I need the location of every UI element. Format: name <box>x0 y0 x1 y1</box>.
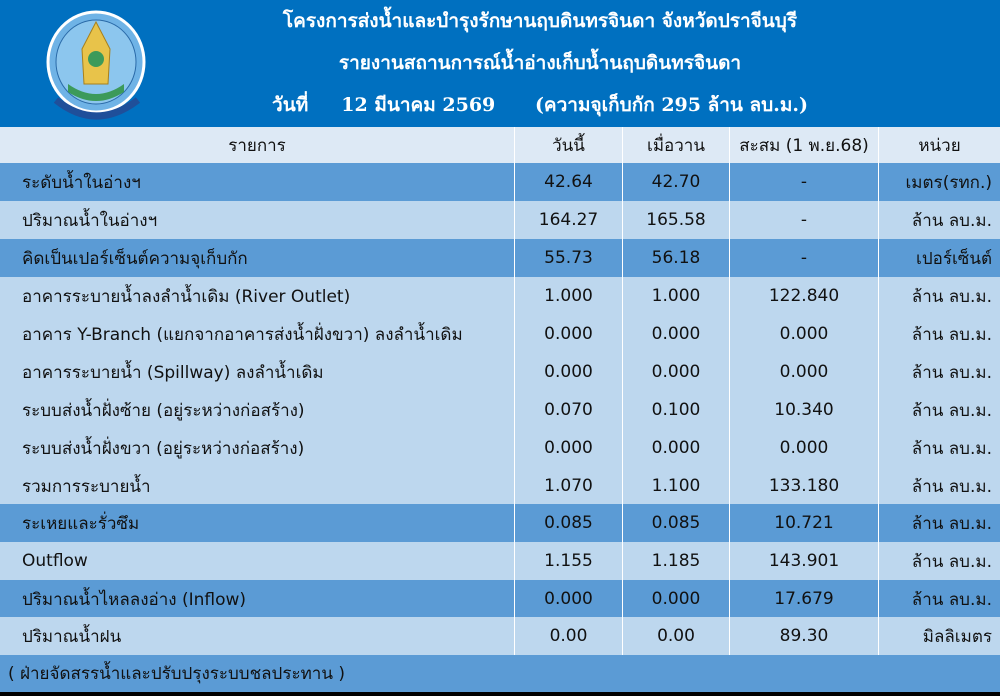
cell-unit: ล้าน ลบ.ม. <box>878 391 1000 429</box>
cell-item: ปริมาณน้ำในอ่างฯ <box>22 210 158 231</box>
table-row: ระเหยและรั่วซึม 0.085 0.085 10.721 ล้าน ลบ.ม… <box>0 504 1000 542</box>
cell-today: 0.00 <box>514 617 622 655</box>
cell-cumulative: 143.901 <box>729 542 878 580</box>
cell-today: 1.000 <box>514 277 622 315</box>
table-row: อาคารระบายน้ำ (Spillway) ลงลำน้ำเดิม 0.00… <box>0 353 1000 391</box>
cell-today: 1.155 <box>514 542 622 580</box>
cell-yesterday: 0.085 <box>622 504 729 542</box>
cell-today: 0.000 <box>514 580 622 618</box>
cell-cumulative: - <box>729 201 878 239</box>
cell-cumulative: 17.679 <box>729 580 878 618</box>
cell-cumulative: - <box>729 239 878 277</box>
cell-item: ระบบส่งน้ำฝั่งซ้าย (อยู่ระหว่างก่อสร้าง) <box>22 400 305 421</box>
col-unit: หน่วย <box>878 127 1000 163</box>
cell-unit: ล้าน ลบ.ม. <box>878 353 1000 391</box>
cell-yesterday: 1.185 <box>622 542 729 580</box>
table-row: อาคารระบายน้ำลงลำน้ำเดิม (River Outlet) 1… <box>0 277 1000 315</box>
cell-cumulative: 0.000 <box>729 429 878 467</box>
cell-yesterday: 0.000 <box>622 315 729 353</box>
cell-item: ระเหยและรั่วซึม <box>22 513 140 534</box>
cell-today: 0.000 <box>514 315 622 353</box>
table-row: คิดเป็นเปอร์เซ็นต์ความจุเก็บกัก 55.73 56.1… <box>0 239 1000 277</box>
table-row: ปริมาณน้ำไหลลงอ่าง (Inflow) 0.000 0.000 17.… <box>0 580 1000 618</box>
table-row: ระดับน้ำในอ่างฯ 42.64 42.70- เมตร(รทก.) <box>0 163 1000 201</box>
cell-item: คิดเป็นเปอร์เซ็นต์ความจุเก็บกัก <box>22 248 248 269</box>
cell-cumulative: 89.30 <box>729 617 878 655</box>
cell-item: อาคารระบายน้ำ (Spillway) ลงลำน้ำเดิม <box>22 362 324 383</box>
cell-item: รวมการระบายน้ำ <box>22 476 151 497</box>
cell-yesterday: 1.000 <box>622 277 729 315</box>
col-today: วันนี้ <box>514 127 622 163</box>
cell-item: อาคาร Y-Branch (แยกจากอาคารส่งน้ำฝั่งขวา… <box>22 324 463 345</box>
cell-unit: ล้าน ลบ.ม. <box>878 277 1000 315</box>
table-row: ระบบส่งน้ำฝั่งซ้าย (อยู่ระหว่างก่อสร้าง)… <box>0 391 1000 429</box>
cell-cumulative: 0.000 <box>729 315 878 353</box>
title-band: โครงการส่งน้ำและบำรุงรักษานฤบดินทรจินดา … <box>0 0 1000 127</box>
col-cumulative: สะสม (1 พ.ย.68) <box>729 127 878 163</box>
cell-yesterday: 0.00 <box>622 617 729 655</box>
cell-today: 0.000 <box>514 353 622 391</box>
col-item: รายการ <box>228 135 286 156</box>
cell-unit: ล้าน ลบ.ม. <box>878 315 1000 353</box>
footer-department: ( ฝ่ายจัดสรรน้ำและปรับปรุงระบบชลประทาน ) <box>0 655 1000 692</box>
cell-yesterday: 0.000 <box>622 429 729 467</box>
cell-unit: ล้าน ลบ.ม. <box>878 504 1000 542</box>
cell-today: 1.070 <box>514 467 622 505</box>
table-row: รวมการระบายน้ำ 1.070 1.100 133.180 ล้าน ลบ.ม… <box>0 467 1000 505</box>
cell-yesterday: 56.18 <box>622 239 729 277</box>
cell-cumulative: 133.180 <box>729 467 878 505</box>
cell-today: 0.070 <box>514 391 622 429</box>
cell-item: ระบบส่งน้ำฝั่งขวา (อยู่ระหว่างก่อสร้าง) <box>22 438 305 459</box>
cell-unit: ล้าน ลบ.ม. <box>878 580 1000 618</box>
cell-today: 164.27 <box>514 201 622 239</box>
cell-today: 42.64 <box>514 163 622 201</box>
cell-item: ปริมาณน้ำไหลลงอ่าง (Inflow) <box>22 589 247 610</box>
table-row: ระบบส่งน้ำฝั่งขวา (อยู่ระหว่างก่อสร้าง) 0… <box>0 429 1000 467</box>
title-project: โครงการส่งน้ำและบำรุงรักษานฤบดินทรจินดา … <box>282 10 798 32</box>
title-date: วันที่ 12 มีนาคม 2569 (ความจุเก็บกัก 295… <box>272 94 808 116</box>
cell-cumulative: 0.000 <box>729 353 878 391</box>
col-yesterday: เมื่อวาน <box>622 127 729 163</box>
cell-cumulative: 10.721 <box>729 504 878 542</box>
cell-item: อาคารระบายน้ำลงลำน้ำเดิม (River Outlet) <box>22 286 351 307</box>
title-report: รายงานสถานการณ์น้ำอ่างเก็บน้ำนฤบดินทรจิน… <box>338 52 742 74</box>
cell-unit: ล้าน ลบ.ม. <box>878 201 1000 239</box>
cell-yesterday: 1.100 <box>622 467 729 505</box>
cell-unit: ล้าน ลบ.ม. <box>878 467 1000 505</box>
cell-today: 0.000 <box>514 429 622 467</box>
cell-cumulative: - <box>729 163 878 201</box>
cell-today: 0.085 <box>514 504 622 542</box>
cell-cumulative: 10.340 <box>729 391 878 429</box>
cell-yesterday: 165.58 <box>622 201 729 239</box>
cell-yesterday: 0.000 <box>622 353 729 391</box>
cell-unit: มิลลิเมตร <box>878 617 1000 655</box>
table-row: ปริมาณน้ำฝน 0.00 0.00 89.30 มิลลิเมตร <box>0 617 1000 655</box>
cell-yesterday: 0.100 <box>622 391 729 429</box>
cell-item: ระดับน้ำในอ่างฯ <box>22 172 141 193</box>
table-row: Outflow 1.155 1.185 143.901 ล้าน ลบ.ม. <box>0 542 1000 580</box>
cell-cumulative: 122.840 <box>729 277 878 315</box>
cell-unit: ล้าน ลบ.ม. <box>878 429 1000 467</box>
table-row: อาคาร Y-Branch (แยกจากอาคารส่งน้ำฝั่งขวา… <box>0 315 1000 353</box>
rid-logo-icon <box>46 10 146 120</box>
cell-item: Outflow <box>22 551 88 571</box>
cell-yesterday: 42.70 <box>622 163 729 201</box>
cell-item: ปริมาณน้ำฝน <box>22 626 122 647</box>
cell-today: 55.73 <box>514 239 622 277</box>
cell-unit: เมตร(รทก.) <box>878 163 1000 201</box>
table-header: รายการ วันนี้ เมื่อวาน สะสม (1 พ.ย.68) ห… <box>0 127 1000 163</box>
cell-unit: ล้าน ลบ.ม. <box>878 542 1000 580</box>
table-row: ปริมาณน้ำในอ่างฯ 164.27 165.58- ล้าน ลบ.ม. <box>0 201 1000 239</box>
cell-yesterday: 0.000 <box>622 580 729 618</box>
cell-unit: เปอร์เซ็นต์ <box>878 239 1000 277</box>
